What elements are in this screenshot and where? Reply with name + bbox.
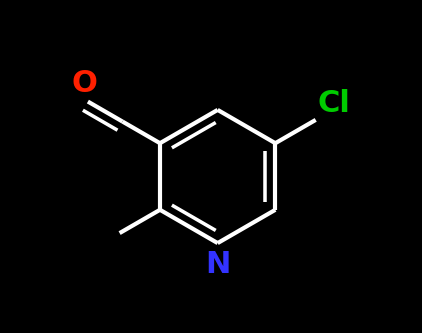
Text: O: O <box>72 69 97 98</box>
Text: N: N <box>205 250 230 279</box>
Text: Cl: Cl <box>317 89 350 118</box>
